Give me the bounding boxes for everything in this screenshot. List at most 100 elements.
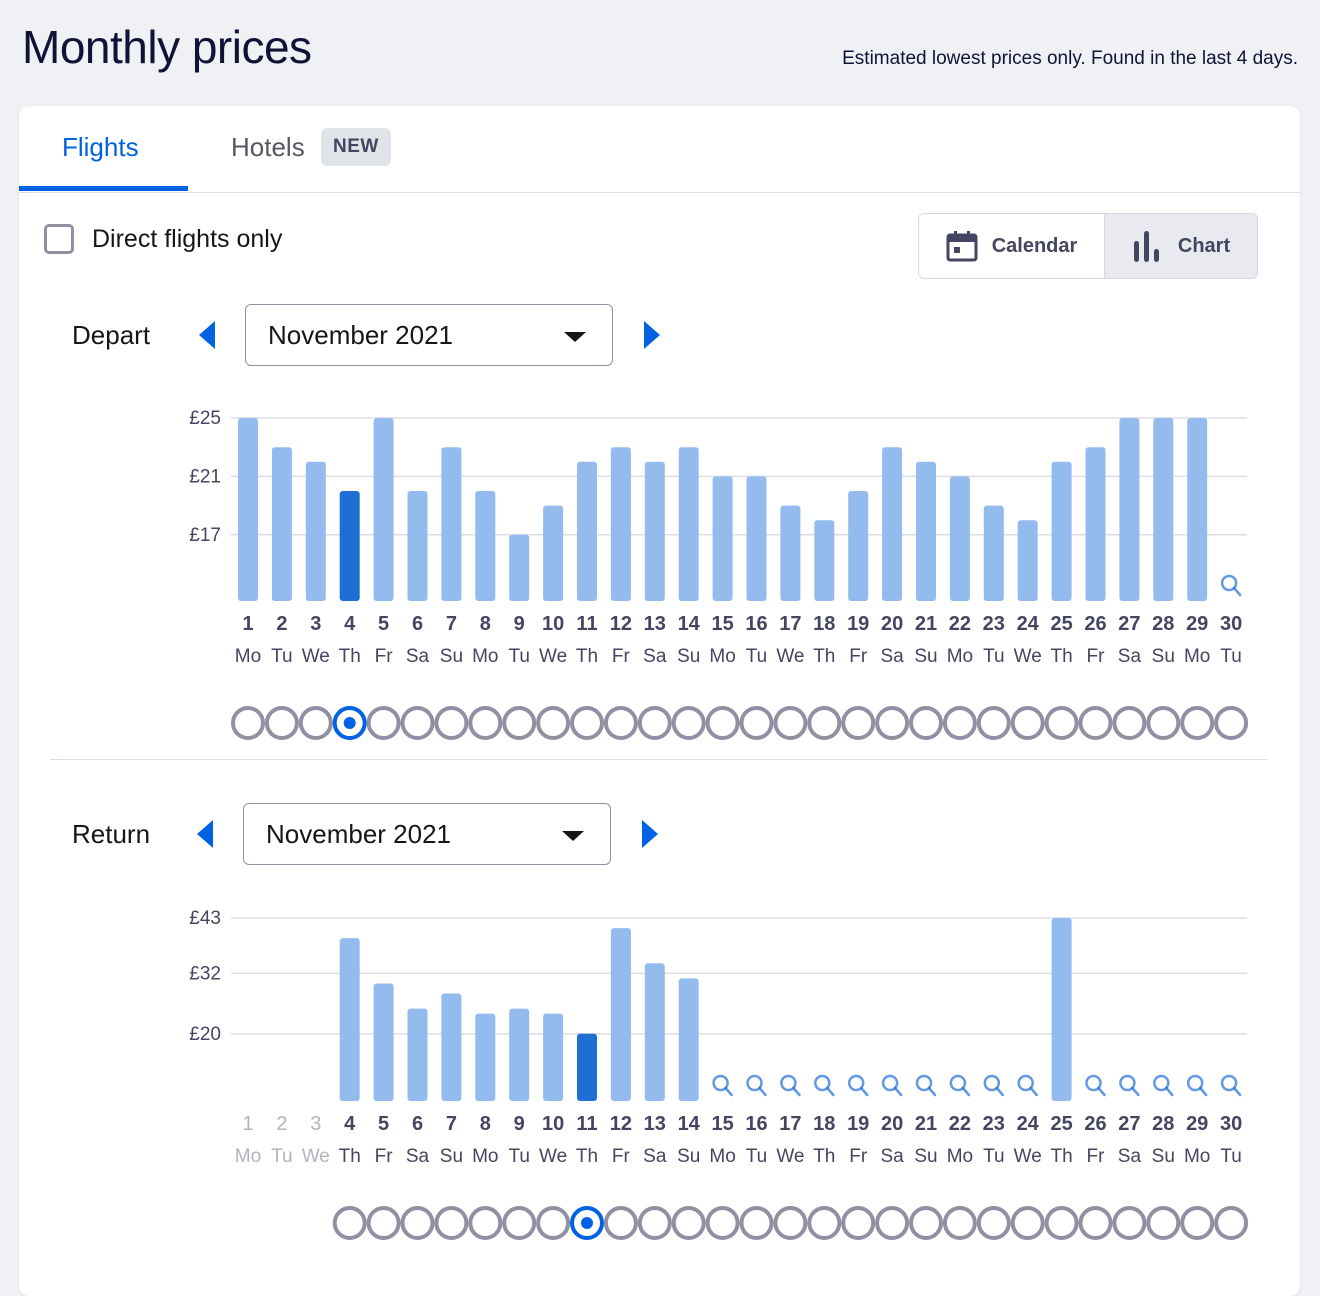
date-radio[interactable] (1214, 706, 1249, 740)
price-bar[interactable] (848, 491, 869, 601)
date-radio[interactable] (502, 1206, 537, 1240)
search-icon[interactable] (847, 1074, 869, 1097)
search-icon[interactable] (1186, 1074, 1208, 1097)
price-bar[interactable] (577, 461, 597, 601)
price-bar[interactable] (644, 963, 665, 1101)
price-bar[interactable] (475, 1013, 496, 1101)
search-icon[interactable] (1220, 574, 1242, 597)
date-radio[interactable] (909, 1206, 943, 1240)
date-radio[interactable] (739, 706, 774, 740)
price-bar[interactable] (1187, 418, 1208, 601)
date-radio[interactable] (1010, 706, 1045, 740)
date-radio[interactable] (536, 706, 571, 740)
search-icon[interactable] (1119, 1074, 1140, 1097)
depart-month-select[interactable]: November 2021 (245, 304, 613, 366)
date-radio[interactable] (332, 1206, 367, 1240)
date-radio[interactable] (1180, 706, 1215, 740)
date-radio[interactable] (468, 1206, 503, 1240)
price-bar[interactable] (373, 983, 394, 1101)
price-bar[interactable] (238, 418, 258, 601)
date-radio[interactable] (671, 1206, 706, 1240)
price-bar[interactable] (1153, 418, 1174, 601)
search-icon[interactable] (1153, 1074, 1174, 1097)
date-radio[interactable] (502, 706, 537, 740)
direct-flights-filter[interactable]: Direct flights only (44, 224, 282, 254)
price-bar[interactable] (882, 447, 903, 601)
search-icon[interactable] (1085, 1074, 1106, 1097)
depart-next-month-button[interactable] (644, 321, 660, 349)
price-bar[interactable] (610, 447, 631, 601)
date-radio[interactable] (603, 706, 638, 740)
date-radio[interactable] (400, 706, 435, 740)
date-radio[interactable] (1180, 1206, 1215, 1240)
return-month-select[interactable]: November 2021 (243, 803, 611, 865)
price-bar[interactable] (983, 505, 1004, 601)
price-bar[interactable] (339, 938, 360, 1101)
date-radio[interactable] (536, 1206, 571, 1240)
date-radio[interactable] (1078, 1206, 1113, 1240)
date-radio[interactable] (909, 706, 943, 740)
price-bar[interactable] (1085, 447, 1106, 601)
date-radio[interactable] (671, 706, 706, 740)
date-radio[interactable] (264, 706, 299, 740)
price-bar[interactable] (509, 1008, 530, 1101)
search-icon[interactable] (881, 1074, 903, 1097)
date-radio[interactable] (637, 1206, 672, 1240)
return-next-month-button[interactable] (642, 820, 658, 848)
date-radio[interactable] (366, 706, 401, 740)
date-radio[interactable] (1078, 706, 1113, 740)
date-radio[interactable] (807, 706, 842, 740)
price-bar[interactable] (678, 447, 699, 601)
date-radio[interactable] (1214, 1206, 1249, 1240)
date-radio[interactable] (875, 706, 910, 740)
price-bar[interactable] (644, 461, 665, 601)
date-radio[interactable] (942, 706, 977, 740)
date-radio[interactable] (942, 1206, 977, 1240)
price-bar[interactable] (407, 1008, 428, 1101)
date-radio[interactable] (773, 706, 808, 740)
price-bar[interactable] (1051, 461, 1072, 601)
price-bar[interactable] (1051, 918, 1072, 1101)
price-bar[interactable] (712, 476, 733, 601)
direct-flights-checkbox[interactable] (44, 224, 74, 254)
search-icon[interactable] (780, 1074, 801, 1097)
date-radio[interactable] (976, 706, 1011, 740)
price-bar[interactable] (1119, 418, 1140, 601)
depart-prev-month-button[interactable] (199, 321, 215, 349)
price-bar[interactable] (916, 461, 936, 601)
price-bar[interactable] (441, 447, 462, 601)
date-radio[interactable] (705, 706, 740, 740)
date-radio[interactable] (841, 1206, 876, 1240)
date-radio[interactable] (705, 1206, 740, 1240)
price-bar[interactable] (339, 491, 360, 601)
search-icon[interactable] (915, 1074, 937, 1097)
tab-flights[interactable]: Flights (62, 132, 139, 162)
date-radio[interactable] (875, 1206, 910, 1240)
date-radio[interactable] (773, 1206, 808, 1240)
price-bar[interactable] (1017, 520, 1038, 601)
date-radio[interactable] (1112, 706, 1147, 740)
price-bar[interactable] (746, 476, 767, 601)
date-radio[interactable] (434, 706, 469, 740)
price-bar[interactable] (780, 505, 801, 601)
date-radio[interactable] (1044, 1206, 1079, 1240)
date-radio[interactable] (807, 1206, 842, 1240)
price-bar[interactable] (949, 476, 970, 601)
search-icon[interactable] (1017, 1074, 1038, 1097)
date-radio[interactable] (603, 1206, 638, 1240)
search-icon[interactable] (746, 1074, 767, 1097)
price-bar[interactable] (509, 534, 530, 601)
date-radio[interactable] (468, 706, 503, 740)
price-bar[interactable] (271, 447, 292, 601)
tab-hotels[interactable]: Hotels (231, 132, 305, 162)
date-radio[interactable] (298, 706, 333, 740)
price-bar[interactable] (475, 491, 496, 601)
date-radio[interactable] (841, 706, 876, 740)
price-bar[interactable] (373, 418, 394, 601)
search-icon[interactable] (983, 1074, 1005, 1097)
search-icon[interactable] (814, 1074, 835, 1097)
date-radio[interactable] (1010, 1206, 1045, 1240)
calendar-view-button[interactable]: Calendar (919, 214, 1105, 278)
date-radio[interactable] (1146, 1206, 1181, 1240)
date-radio[interactable] (1112, 1206, 1147, 1240)
